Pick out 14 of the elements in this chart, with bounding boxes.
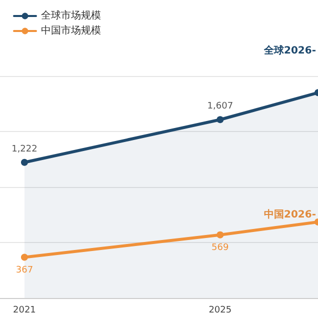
data-label: 367 [16,265,34,276]
data-label: 1,222 [12,144,38,154]
x-tick-label: 2025 [208,306,232,316]
point [216,231,224,238]
legend-label: 全球市场规模 [41,10,101,22]
annotation: 中国2026- [264,208,316,220]
point [20,158,28,166]
data-label: 1,607 [207,102,234,112]
data-label: 569 [212,242,230,253]
text: 全球2026- [263,44,316,56]
x-tick-label: 2021 [13,306,36,316]
point [216,116,224,124]
point [20,254,28,261]
legend-label: 中国市场规模 [41,24,101,36]
